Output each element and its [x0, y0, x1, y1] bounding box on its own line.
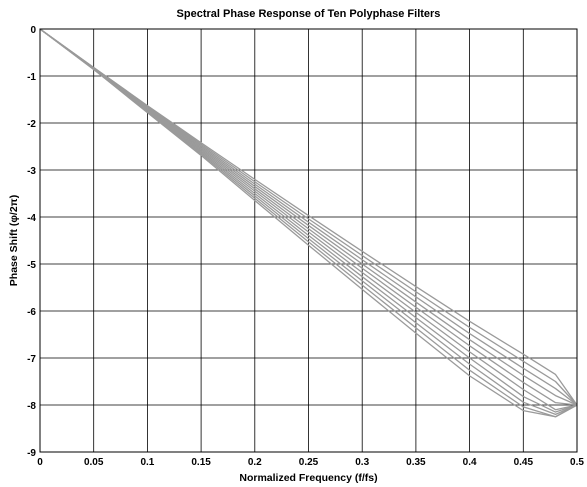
y-axis-label: Phase Shift (φ/2π)	[8, 195, 20, 286]
x-tick-label: 0.45	[514, 457, 534, 468]
y-tick-label: -6	[27, 307, 36, 318]
x-tick-label: 0	[37, 457, 43, 468]
x-tick-label: 0.3	[355, 457, 369, 468]
tick-labels: 0 0.05 0.1 0.15 0.2 0.25 0.3 0.35 0.4 0.45 0.5 0 -1 -…	[27, 25, 584, 468]
series-line-10	[39, 28, 578, 418]
y-tick-label: -8	[27, 401, 36, 412]
plot-frame	[39, 28, 578, 453]
y-tick-label: -9	[27, 448, 36, 459]
x-tick-label: 0.25	[299, 457, 319, 468]
y-tick-label: -4	[27, 213, 36, 224]
y-tick-label: -7	[27, 354, 36, 365]
x-tick-label: 0.05	[84, 457, 104, 468]
x-tick-label: 0.1	[140, 457, 154, 468]
series-group	[39, 28, 578, 418]
x-tick-label: 0.4	[463, 457, 477, 468]
y-tick-label: -5	[27, 260, 36, 271]
y-tick-label: 0	[30, 25, 36, 36]
y-tick-label: -3	[27, 166, 36, 177]
y-tick-label: -1	[27, 72, 36, 83]
series-line-8	[39, 28, 578, 416]
x-tick-label: 0.2	[248, 457, 262, 468]
y-tick-label: -2	[27, 119, 36, 130]
x-axis-label: Normalized Frequency (f/fs)	[239, 472, 377, 484]
x-tick-label: 0.35	[406, 457, 426, 468]
x-tick-label: 0.5	[570, 457, 584, 468]
series-line-6	[39, 28, 578, 411]
chart-title: Spectral Phase Response of Ten Polyphase…	[177, 8, 441, 20]
x-tick-label: 0.15	[191, 457, 211, 468]
